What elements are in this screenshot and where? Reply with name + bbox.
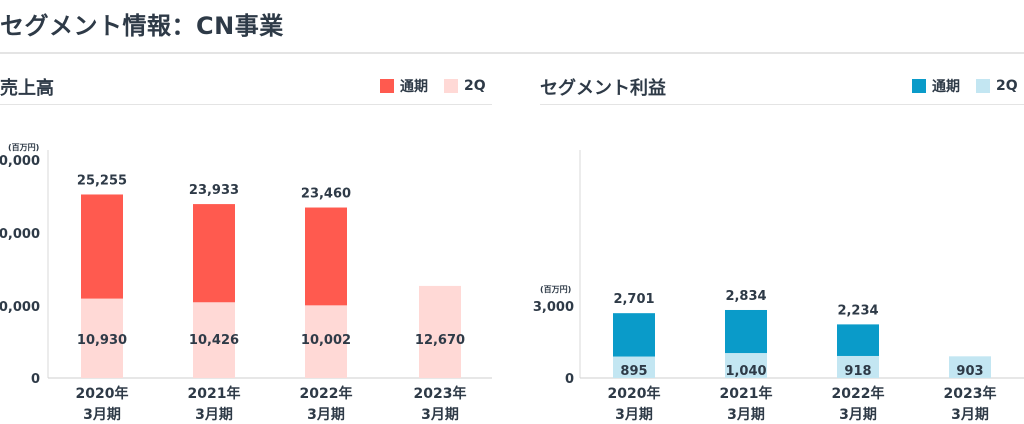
sales-y-tick-label: 0: [31, 372, 40, 387]
profit-x-tick-label: 3月期: [839, 407, 877, 423]
profit-bar-2q: [613, 356, 655, 378]
title-divider: [0, 52, 1024, 54]
sales-data-label-2q: 10,002: [301, 333, 351, 348]
profit-x-tick-label: 2021年: [720, 385, 773, 402]
profit-legend: 通期 2Q: [912, 76, 1018, 96]
sales-x-tick-label: 3月期: [195, 407, 233, 423]
profit-data-label-2q: 918: [844, 364, 871, 379]
sales-y-tick-label: 10,000: [0, 300, 40, 315]
profit-x-tick-label: 3月期: [727, 407, 765, 423]
profit-bar-2q: [837, 355, 879, 378]
sales-bar-2q: [419, 285, 461, 378]
sales-legend-2q-swatch: [444, 79, 458, 93]
profit-unit-label: (百万円): [540, 285, 571, 294]
profit-bar-2q: [949, 356, 991, 378]
profit-legend-full-swatch: [912, 79, 926, 93]
profit-data-label-2q: 1,040: [725, 364, 766, 379]
sales-x-tick-label: 3月期: [83, 407, 121, 423]
sales-data-label-full: 23,933: [189, 183, 239, 198]
profit-data-label-2q: 895: [620, 364, 647, 379]
profit-data-label-2q: 903: [956, 364, 983, 379]
sales-x-tick-label: 2021年: [188, 385, 241, 402]
sales-x-tick-label: 2023年: [414, 385, 467, 402]
profit-y-tick-label: 0: [565, 372, 574, 387]
sales-panel-title: 売上高: [0, 78, 54, 99]
sales-bar-2q: [81, 298, 123, 378]
sales-bar-2q: [305, 305, 347, 378]
page-title: セグメント情報：CN事業: [0, 12, 284, 40]
profit-panel-title: セグメント利益: [540, 78, 666, 99]
profit-legend-2q-swatch: [976, 79, 990, 93]
profit-legend-2q-label: 2Q: [996, 78, 1018, 94]
sales-y-tick-label: 20,000: [0, 227, 40, 242]
profit-bar-2q: [725, 353, 767, 378]
profit-y-tick-label: 3,000: [533, 300, 574, 315]
profit-x-tick-label: 2023年: [944, 385, 997, 402]
sales-data-label-2q: 12,670: [415, 333, 465, 348]
sales-x-tick-label: 2022年: [300, 385, 353, 402]
profit-x-tick-label: 2022年: [832, 385, 885, 402]
profit-legend-full: 通期: [912, 76, 960, 96]
sales-data-label-2q: 10,426: [189, 333, 239, 348]
profit-legend-full-label: 通期: [932, 79, 960, 95]
profit-panel-divider: [540, 104, 1024, 105]
sales-legend-2q: 2Q: [444, 78, 486, 94]
profit-data-label-full: 2,234: [837, 303, 878, 318]
sales-unit-label: (百万円): [8, 143, 39, 152]
sales-bar-2q: [193, 302, 235, 378]
sales-y-tick-label: 30,000: [0, 154, 40, 169]
sales-legend-2q-label: 2Q: [464, 78, 486, 94]
profit-x-tick-label: 2020年: [608, 385, 661, 402]
profit-x-tick-label: 3月期: [615, 407, 653, 423]
sales-data-label-full: 23,460: [301, 187, 351, 202]
profit-data-label-full: 2,834: [725, 289, 766, 304]
sales-data-label-full: 25,255: [77, 173, 127, 188]
profit-legend-2q: 2Q: [976, 78, 1018, 94]
sales-legend-full-swatch: [380, 79, 394, 93]
sales-x-tick-label: 2020年: [76, 385, 129, 402]
sales-panel-divider: [0, 104, 492, 105]
profit-x-tick-label: 3月期: [951, 407, 989, 423]
sales-x-tick-label: 3月期: [421, 407, 459, 423]
sales-data-label-2q: 10,930: [77, 333, 127, 348]
sales-legend: 通期 2Q: [380, 76, 486, 96]
sales-x-tick-label: 3月期: [307, 407, 345, 423]
sales-legend-full: 通期: [380, 76, 428, 96]
sales-legend-full-label: 通期: [400, 79, 428, 95]
profit-data-label-full: 2,701: [613, 292, 654, 307]
